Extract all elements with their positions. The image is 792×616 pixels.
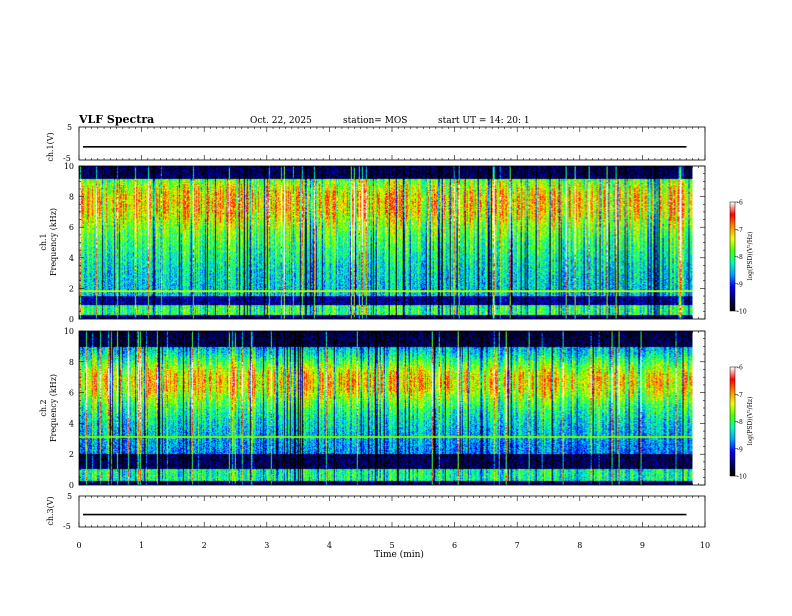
panel-ch1-waveform: 5 -5 ch.1(V) <box>46 123 706 163</box>
ch1-ytick-top: 5 <box>67 123 72 132</box>
ch2-spectrogram-image <box>79 331 693 485</box>
figure-title: VLF Spectra <box>78 113 154 126</box>
colorbar-ch1-gradient <box>730 202 735 311</box>
x-tick-label: 0 <box>76 541 81 550</box>
colorbar-tick-label: -9 <box>737 281 743 288</box>
y-tick-label: 8 <box>69 358 74 367</box>
ch3-waveform-ticks <box>78 496 706 527</box>
colorbar-tick-label: -8 <box>737 419 743 426</box>
ch1-waveform-ylabel: ch.1(V) <box>46 132 55 161</box>
y-tick-label: 6 <box>69 389 74 398</box>
x-axis-label: Time (min) <box>374 549 424 560</box>
y-tick-label: 10 <box>64 327 74 336</box>
colorbar-tick-label: -8 <box>737 254 743 261</box>
x-tick-label: 8 <box>577 541 582 550</box>
colorbar-ch1-ticks: -6 -7 -8 -9 -10 <box>735 200 747 316</box>
colorbar-tick-label: -10 <box>737 309 747 316</box>
y-tick-label: 4 <box>69 419 74 428</box>
y-tick-label: 2 <box>69 450 74 459</box>
y-tick-label: 0 <box>69 481 74 490</box>
y-tick-label: 0 <box>69 315 74 324</box>
ch3-ytick-top: 5 <box>67 492 72 501</box>
x-tick-label: 4 <box>327 541 332 550</box>
x-tick-label: 10 <box>700 541 710 550</box>
colorbar-tick-label: -10 <box>737 474 747 481</box>
colorbar-tick-label: -6 <box>737 365 743 372</box>
ch1-ytick-bottom: -5 <box>63 154 71 163</box>
date-label: Oct. 22, 2025 <box>250 116 312 126</box>
station-label: station= MOS <box>343 116 407 126</box>
start-time-label: start UT = 14: 20: 1 <box>438 116 530 126</box>
panel-ch3-waveform: 5 -5 ch.3(V) 0 1 2 3 4 5 6 7 8 9 10 Time (min) <box>46 492 710 560</box>
y-tick-label: 10 <box>64 162 74 171</box>
colorbar-tick-label: -9 <box>737 446 743 453</box>
x-tick-label: 1 <box>139 541 144 550</box>
ch2-spectrogram-ticks <box>78 330 706 486</box>
ch2-spectrogram-channel-label: ch.2 <box>39 399 48 416</box>
x-axis-tick-labels: 0 1 2 3 4 5 6 7 8 9 10 <box>76 541 710 550</box>
ch1-spectrogram-ytick-labels: 0 2 4 6 8 10 <box>64 162 74 324</box>
x-tick-label: 2 <box>202 541 207 550</box>
x-tick-label: 9 <box>640 541 645 550</box>
ch1-spectrogram-ticks <box>78 165 706 320</box>
colorbar-tick-label: -7 <box>737 392 743 399</box>
y-tick-label: 6 <box>69 223 74 232</box>
panel-ch1-spectrogram: 0 2 4 6 8 10 ch.1 Frequency (kHz) <box>39 162 706 324</box>
x-tick-label: 7 <box>515 541 520 550</box>
y-tick-label: 2 <box>69 284 74 293</box>
ch3-ytick-bottom: -5 <box>63 522 71 531</box>
colorbar-ch1: -6 -7 -8 -9 -10 log(PSD)(V²/Hz) <box>729 200 754 316</box>
ch2-spectrogram-ylabel: Frequency (kHz) <box>49 374 58 442</box>
ch2-spectrogram-ytick-labels: 0 2 4 6 8 10 <box>64 327 74 490</box>
colorbar-ch2: -6 -7 -8 -9 -10 log(PSD)(V²/Hz) <box>729 365 754 481</box>
x-tick-label: 6 <box>452 541 457 550</box>
y-tick-label: 4 <box>69 254 74 263</box>
colorbar-tick-label: -7 <box>737 227 743 234</box>
x-tick-label: 5 <box>389 541 394 550</box>
panel-ch2-spectrogram: 0 2 4 6 8 10 ch.2 Frequency (kHz) <box>39 327 706 490</box>
colorbar-ch1-label: log(PSD)(V²/Hz) <box>747 232 754 281</box>
ch1-spectrogram-channel-label: ch.1 <box>39 233 48 250</box>
ch1-spectrogram-image <box>79 166 693 319</box>
ch1-spectrogram-ylabel: Frequency (kHz) <box>49 208 58 276</box>
colorbar-ch2-label: log(PSD)(V²/Hz) <box>747 397 754 446</box>
colorbar-tick-label: -6 <box>737 200 743 207</box>
colorbar-ch2-ticks: -6 -7 -8 -9 -10 <box>735 365 747 481</box>
ch3-waveform-ylabel: ch.3(V) <box>46 496 55 525</box>
y-tick-label: 8 <box>69 193 74 202</box>
x-tick-label: 3 <box>264 541 269 550</box>
ch1-waveform-ticks <box>78 127 706 160</box>
colorbar-ch2-gradient <box>730 367 735 476</box>
